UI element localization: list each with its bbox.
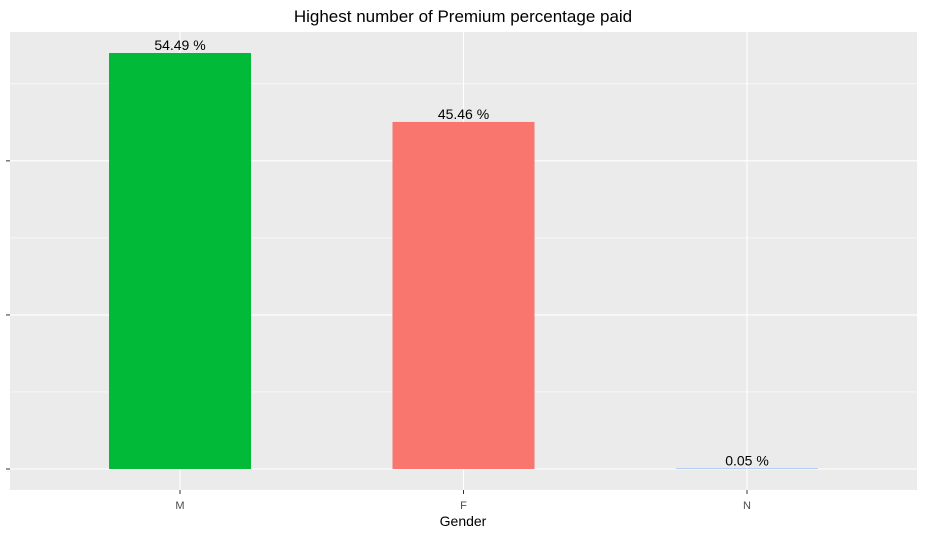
data-label: 45.46 % — [438, 106, 489, 122]
bar-f[interactable] — [392, 121, 535, 469]
bar-m[interactable] — [109, 53, 251, 469]
data-label: 0.05 % — [725, 453, 769, 469]
x-tick-label: N — [743, 500, 751, 512]
chart-title: Highest number of Premium percentage pai… — [294, 7, 632, 26]
data-label: 54.49 % — [154, 37, 205, 53]
x-axis-label: Gender — [440, 513, 487, 529]
x-tick-label: M — [175, 500, 184, 512]
x-tick-label: F — [460, 500, 467, 512]
